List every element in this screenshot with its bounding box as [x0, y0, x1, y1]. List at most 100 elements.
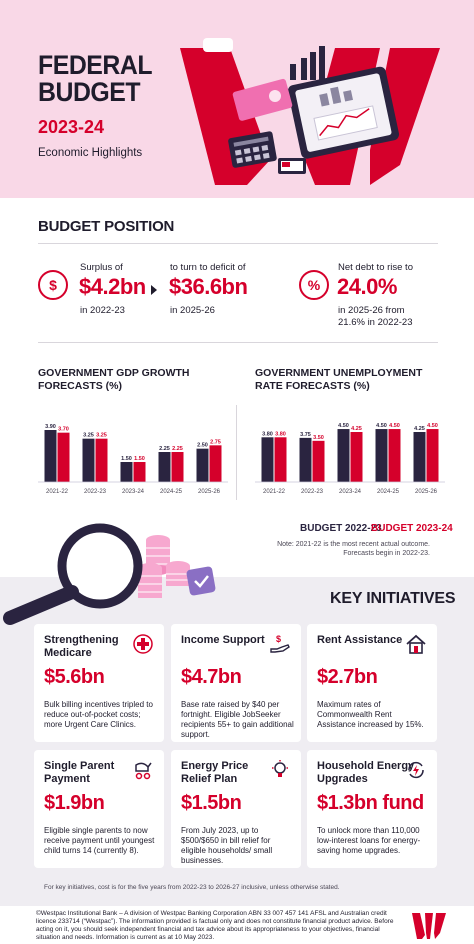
section-divider: [38, 243, 438, 244]
bar-budget-2022-23: [413, 432, 426, 482]
bar-budget-2022-23: [299, 437, 312, 482]
data-label: 3.25: [83, 433, 94, 439]
initiative-title-line-1: Energy Price: [181, 760, 249, 772]
initiative-title-line-1: Household Energy: [317, 760, 415, 772]
bar-budget-2023-24: [209, 445, 222, 482]
magnifier-coins-illustration: [3, 523, 216, 625]
gdp-chart-title: GOVERNMENT GDP GROWTH FORECASTS (%): [38, 367, 189, 393]
calculator-icon: [228, 131, 277, 168]
debt-detail-1: in 2025-26 from: [338, 305, 405, 316]
budget-year: 2023-24: [38, 117, 105, 137]
data-label: 2.75: [210, 439, 221, 445]
data-label: 3.80: [262, 431, 273, 437]
bar-budget-2023-24: [95, 438, 108, 482]
tablet-icon: [287, 66, 400, 159]
bar-budget-2023-24: [312, 440, 325, 482]
initiative-card: Household Energy Upgrades $1.3bn fund To un…: [307, 750, 437, 868]
data-label: 3.80: [275, 431, 286, 437]
initiative-title: Single Parent Payment: [44, 760, 114, 786]
initiative-amount: $1.5bn: [181, 792, 242, 814]
initiative-description: Eligible single parents to now receive p…: [44, 826, 155, 855]
gdp-growth-chart: 3.90 3.70 2021-22 3.25 3.25 2022-23 1.50 1.50 20…: [38, 424, 228, 495]
initiative-amount: $1.3bn fund: [317, 792, 424, 814]
initiative-description: To unlock more than 110,000 low-interest…: [317, 826, 421, 855]
legend-budget-2023: BUDGET 2023-24: [371, 523, 453, 534]
initiative-title-line-2: Medicare: [44, 647, 92, 659]
data-label: 1.50: [134, 456, 145, 462]
initiative-amount: $4.7bn: [181, 666, 242, 688]
debt-label: Net debt to rise to: [338, 262, 413, 273]
x-tick-label: 2022-23: [301, 489, 324, 495]
bar-budget-2022-23: [158, 452, 171, 482]
data-label: 1.50: [121, 456, 132, 462]
stroller-icon: [135, 762, 152, 780]
title-line-1: FEDERAL: [38, 50, 153, 80]
deficit-period: in 2025-26: [170, 305, 215, 316]
initiative-amount: $2.7bn: [317, 666, 378, 688]
initiative-title-line-2: Relief Plan: [181, 773, 238, 785]
debt-value: 24.0%: [337, 274, 397, 299]
initiative-title: Energy Price Relief Plan: [181, 760, 248, 786]
initiative-amount: $1.9bn: [44, 792, 105, 814]
disclaimer-text: ©Westpac Institutional Bank – A division…: [36, 910, 394, 941]
bar-budget-2022-23: [375, 429, 388, 482]
card-icon: [232, 78, 293, 121]
unemp-title-line-1: GOVERNMENT UNEMPLOYMENT: [255, 367, 423, 379]
initiative-title-line-1: Income Support: [181, 634, 265, 646]
bar-budget-2023-24: [133, 462, 146, 482]
x-tick-label: 2021-22: [46, 489, 69, 495]
magnifying-glass-icon: [3, 523, 143, 625]
hero-illustration: [180, 38, 440, 185]
phone-icon: [278, 158, 306, 174]
surplus-label: Surplus of: [80, 262, 123, 273]
bar-budget-2022-23: [120, 462, 133, 482]
gdp-title-line-2: FORECASTS (%): [38, 380, 122, 392]
initiative-card: Energy Price Relief Plan $1.5bn From July 2…: [171, 750, 301, 868]
initiative-title: Strengthening Medicare: [44, 634, 119, 660]
initiative-description: From July 2023, up to $500/$650 in bill …: [181, 826, 273, 865]
initiative-card: Income Support $4.7bn Base rate raised by …: [171, 624, 301, 742]
bar-budget-2022-23: [337, 429, 350, 482]
data-label: 3.75: [300, 432, 311, 438]
data-label: 3.25: [96, 433, 107, 439]
debt-detail-2: 21.6% in 2022-23: [338, 317, 413, 328]
surplus-period: in 2022-23: [80, 305, 125, 316]
x-tick-label: 2023-24: [339, 489, 362, 495]
data-label: 4.25: [414, 426, 425, 432]
initiative-title-line-1: Rent Assistance: [317, 634, 403, 646]
bar-budget-2023-24: [350, 432, 363, 482]
bar-budget-2023-24: [388, 429, 401, 482]
initiative-title: Household Energy Upgrades: [317, 760, 414, 786]
data-label: 3.70: [58, 427, 69, 433]
note-line-1: Note: 2021-22 is the most recent actual …: [277, 541, 430, 548]
section-divider: [38, 342, 438, 343]
deficit-value: $36.6bn: [169, 274, 248, 299]
initiative-card: Strengthening Medicare $5.6bn Bulk billing …: [34, 624, 164, 742]
energy-cycle-icon: [408, 761, 424, 779]
initiative-title: Income Support: [181, 634, 265, 647]
chart-note: Note: 2021-22 is the most recent actual …: [230, 540, 430, 558]
medical-cross-icon: [133, 634, 153, 654]
unemp-title-line-2: RATE FORECASTS (%): [255, 380, 370, 392]
bar-budget-2022-23: [82, 438, 95, 482]
initiative-amount: $5.6bn: [44, 666, 105, 688]
percent-icon: %: [299, 270, 329, 300]
checkmark-badge-icon: [186, 566, 216, 596]
bar-budget-2022-23: [196, 448, 209, 482]
initiative-card: Rent Assistance $2.7bn Maximum rates of Co…: [307, 624, 437, 742]
initiative-title-line-1: Strengthening: [44, 634, 119, 646]
data-label: 4.50: [427, 423, 438, 429]
initiatives-footnote: For key initiatives, cost is for the fiv…: [44, 884, 340, 891]
house-icon: [406, 634, 426, 654]
initiative-description: Bulk billing incentives tripled to reduc…: [44, 700, 153, 729]
initiative-description: Base rate raised by $40 per fortnight. E…: [181, 700, 294, 739]
x-tick-label: 2025-26: [198, 489, 221, 495]
data-label: 3.50: [313, 435, 324, 441]
data-label: 4.25: [351, 426, 362, 432]
x-tick-label: 2025-26: [415, 489, 438, 495]
data-label: 2.50: [197, 443, 208, 449]
bar-budget-2023-24: [426, 429, 439, 482]
unemployment-chart-title: GOVERNMENT UNEMPLOYMENT RATE FORECASTS (…: [255, 367, 422, 393]
initiative-title-line-1: Single Parent: [44, 760, 115, 772]
